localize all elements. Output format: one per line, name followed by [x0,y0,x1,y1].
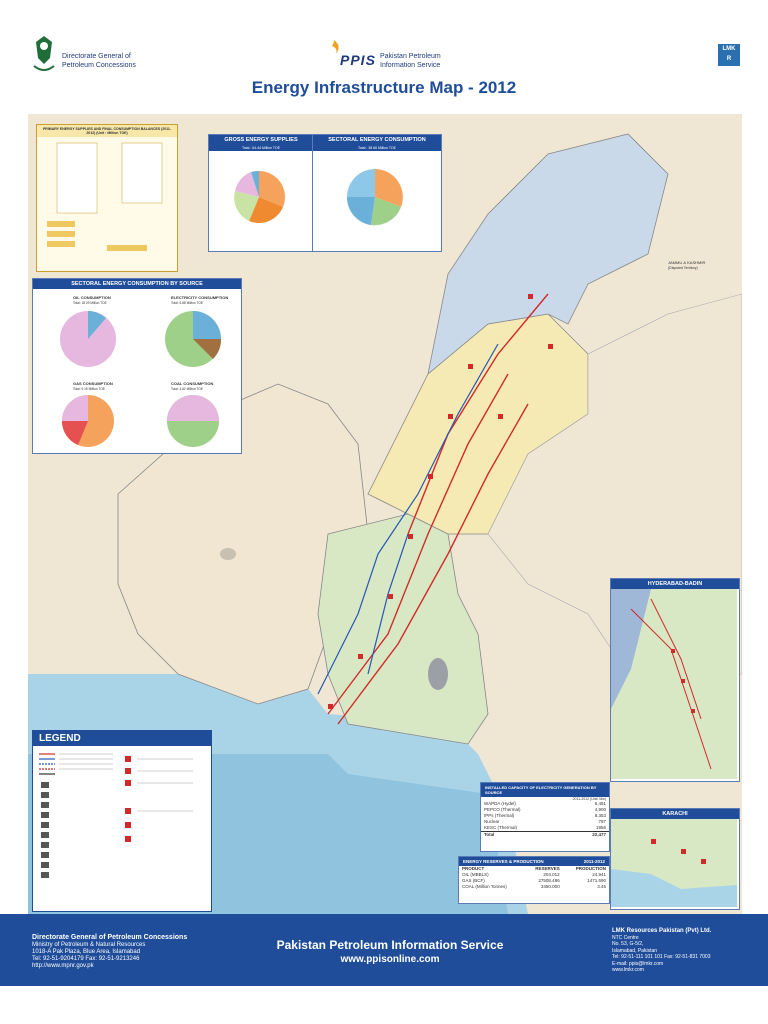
table-row: PEPCO (Thermal) 4,900 [484,807,606,812]
table-row: COAL (Million Tonnes) 3450.000 3.45 [462,884,606,889]
lmkr-link[interactable]: www.lmkr.com [612,967,644,973]
gross-supplies-title: GROSS ENERGY SUPPLIES [209,135,313,145]
hyderabad-title: HYDERABAD-BADIN [611,579,739,589]
reserves-panel: ENERGY RESERVES & PRODUCTION 2011-2012 P… [458,856,610,904]
capacity-unit: 2011-2012 (Unit: Mw) [572,797,606,801]
table-row: OIL (MBBLS) 204.012 24.941 [462,872,606,877]
dgpc-contact: Directorate General of Petroleum Concess… [32,934,188,969]
oil-pie [60,311,116,367]
table-row: Total 22,477 [481,831,609,838]
electricity-consumption-total: Total: 6.88 Million TOE [171,301,203,305]
electricity-consumption-label: ELECTRICITY CONSUMPTION [171,295,228,300]
table-row: WAPDA (Hydel) 6,481 [484,801,606,806]
coal-pie [167,395,219,447]
mpnr-link[interactable]: http://www.mpnr.gov.pk [32,963,94,969]
oil-consumption-label: OIL CONSUMPTION [73,295,111,300]
ppis-footer-url[interactable]: www.ppisonline.com [340,954,440,965]
page-title: Energy Infrastructure Map - 2012 [251,78,517,97]
jammu-label: JAMMU & KASHMIR [668,260,705,265]
by-source-panel: SECTORAL ENERGY CONSUMPTION BY SOURCE OI… [32,278,242,454]
table-row: KESC (Thermal) 1956 [484,825,606,830]
table-row: GAS (BCF) 27508.486 1471.590 [462,878,606,883]
by-source-title: SECTORAL ENERGY CONSUMPTION BY SOURCE [33,279,241,289]
jammu-sublabel: (Disputed Territory) [668,266,698,270]
installed-capacity-panel: INSTALLED CAPACITY OF ELECTRICITY GENERA… [480,782,610,852]
gross-supplies-panel: GROSS ENERGY SUPPLIES Total : 64.44 Mill… [208,134,314,252]
karachi-map [611,819,737,907]
ppis-flame-icon [332,40,339,54]
capacity-title: INSTALLED CAPACITY OF ELECTRICITY GENERA… [481,783,609,797]
capacity-table: WAPDA (Hydel) 6,481 PEPCO (Thermal) 4,900 … [481,801,609,838]
sectoral-pie [346,169,403,226]
balance-title: PRIMARY ENERGY SUPPLIES AND FINAL CONSUM… [37,125,177,137]
gross-supplies-pie [234,170,285,223]
by-source-pies: OIL CONSUMPTION Total: 18.09 Million TOE… [60,295,228,447]
ppis-logo: PPIS [340,52,376,68]
dgpc-org-name: Directorate General of Petroleum Concess… [62,53,136,69]
karachi-inset: KARACHI [610,808,740,910]
pakistan-emblem-icon [33,36,55,71]
hyderabad-badin-inset: HYDERABAD-BADIN [610,578,740,782]
electricity-pie [165,311,222,367]
gas-consumption-total: Total: 9.15 Million TOE [73,387,105,391]
karachi-title: KARACHI [611,809,739,819]
gross-supplies-total: Total : 64.44 Million TOE [209,145,313,151]
sectoral-consumption-panel: SECTORAL ENERGY CONSUMPTION Total : 38.6… [312,134,442,252]
legend-title: LEGEND [33,731,211,746]
lmkr-logo: LMK R [718,44,740,66]
oil-pipelines [327,293,549,725]
coal-consumption-total: Total: 4.62 Million TOE [171,387,203,391]
reserves-title: ENERGY RESERVES & PRODUCTION [463,859,544,864]
ppis-footer-name: Pakistan Petroleum Information Service [276,938,504,952]
header: Directorate General of Petroleum Concess… [0,0,768,112]
balance-diagram [47,142,163,251]
gas-consumption-label: GAS CONSUMPTION [73,381,113,386]
table-header: PRODUCT RESERVES PRODUCTION [462,866,606,871]
reserves-year: 2011-2012 [583,859,605,864]
ppis-subtitle: Pakistan Petroleum Information Service [380,53,441,69]
sectoral-total: Total : 38.66 Million TOE [313,145,441,151]
legend-panel: LEGEND [32,730,212,912]
oil-consumption-total: Total: 18.09 Million TOE [73,301,107,305]
facility-markers [328,294,553,709]
ppis-footer-center: Pakistan Petroleum Information Service w… [200,938,580,965]
footer: Directorate General of Petroleum Concess… [0,914,768,986]
sectoral-title: SECTORAL ENERGY CONSUMPTION [313,135,441,145]
reserves-table: PRODUCT RESERVES PRODUCTION OIL (MBBLS) 204… [459,866,609,890]
coal-consumption-label: COAL CONSUMPTION [171,381,213,386]
hyderabad-map [611,589,737,779]
legend-symbols [39,753,193,878]
gas-pie [62,395,114,447]
khyber-province [427,133,669,376]
table-row: Nuclear 787 [484,819,606,824]
table-row: IPPs (Thermal) 8,353 [484,813,606,818]
lmk-contact: LMK Resources Pakistan (Pvt) Ltd. NTC Ce… [612,928,712,973]
energy-balance-panel: PRIMARY ENERGY SUPPLIES AND FINAL CONSUM… [36,124,178,272]
